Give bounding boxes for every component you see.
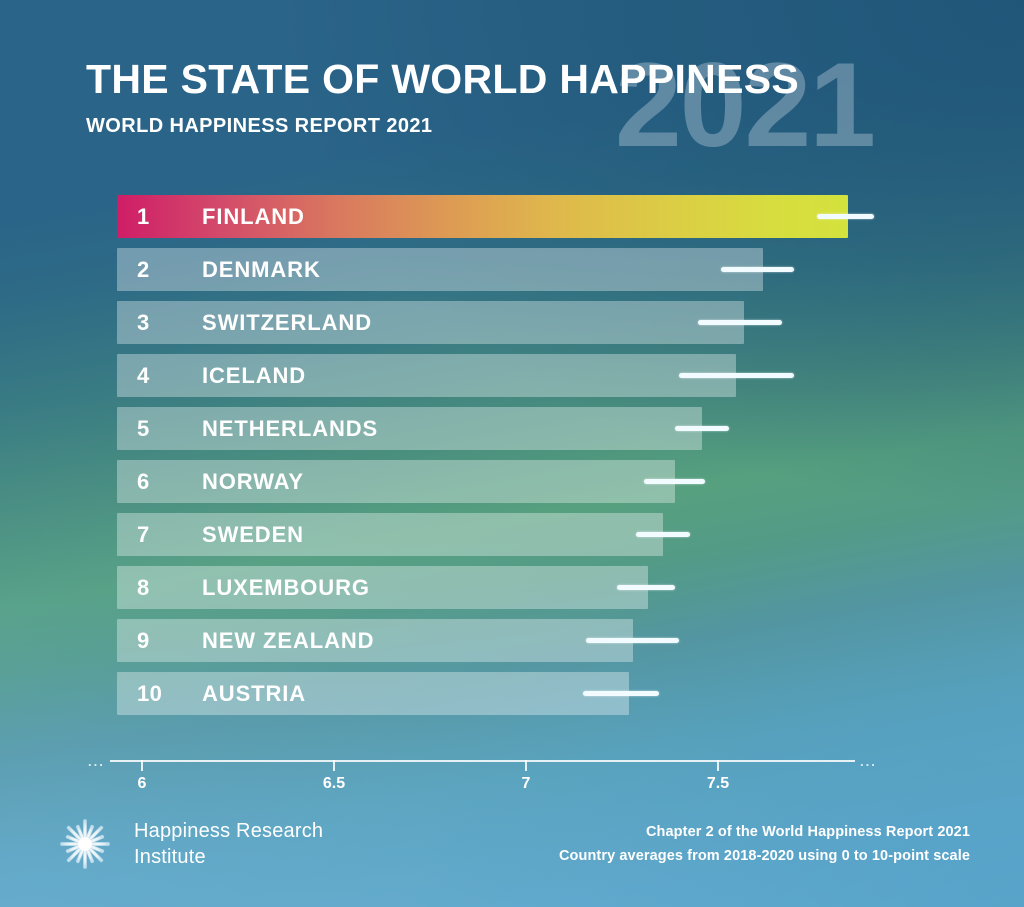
country-label: NETHERLANDS (202, 415, 379, 441)
country-bar[interactable]: 6 NORWAY (117, 460, 675, 503)
country-label: NORWAY (202, 468, 304, 494)
rank-label: 2 (137, 256, 150, 282)
country-bar[interactable]: 4 ICELAND (117, 354, 737, 397)
table-row[interactable]: 10 AUSTRIA (0, 672, 1024, 715)
x-axis: ... ... 6 6.5 7 7.5 (0, 752, 1024, 812)
footer: Happiness Research Institute Chapter 2 o… (0, 805, 1024, 895)
logo-line-1: Happiness Research (134, 820, 324, 842)
country-label: FINLAND (202, 203, 305, 229)
country-bar[interactable]: 2 DENMARK (117, 248, 764, 291)
confidence-interval-whisker (636, 532, 691, 537)
rank-label: 3 (137, 309, 150, 335)
starburst-icon (60, 819, 110, 869)
table-row[interactable]: 6 NORWAY (0, 460, 1024, 503)
country-bar[interactable]: 3 SWITZERLAND (117, 301, 744, 344)
axis-tick (525, 760, 527, 771)
country-bar[interactable]: 7 SWEDEN (117, 513, 664, 556)
credits: Chapter 2 of the World Happiness Report … (559, 821, 970, 869)
logo-line-2: Institute (134, 846, 206, 868)
rank-label: 6 (137, 468, 150, 494)
axis-tick-label: 7.5 (706, 775, 730, 792)
confidence-interval-whisker (586, 638, 679, 643)
page-title: THE STATE OF WORLD HAPPINESS (86, 56, 800, 102)
table-row[interactable]: 8 LUXEMBOURG (0, 566, 1024, 609)
axis-ellipsis-right: ... (860, 754, 877, 769)
page-subtitle: WORLD HAPPINESS REPORT 2021 (86, 115, 433, 138)
country-bar[interactable]: 1 FINLAND (117, 195, 848, 238)
axis-tick (717, 760, 719, 771)
rank-label: 10 (137, 680, 163, 706)
table-row[interactable]: 9 NEW ZEALAND (0, 619, 1024, 662)
table-row[interactable]: 2 DENMARK (0, 248, 1024, 291)
country-bar[interactable]: 8 LUXEMBOURG (117, 566, 648, 609)
axis-tick (141, 760, 143, 771)
table-row[interactable]: 3 SWITZERLAND (0, 301, 1024, 344)
rank-label: 8 (137, 574, 150, 600)
country-label: SWITZERLAND (202, 309, 372, 335)
country-label: SWEDEN (202, 521, 304, 547)
axis-tick-label: 7 (521, 775, 531, 792)
country-label: AUSTRIA (202, 680, 307, 706)
country-bar[interactable]: 5 NETHERLANDS (117, 407, 702, 450)
rank-label: 1 (137, 203, 150, 229)
country-label: NEW ZEALAND (202, 627, 375, 653)
country-label: DENMARK (202, 256, 321, 282)
axis-tick-label: 6 (137, 775, 147, 792)
year-watermark: 2021 (615, 38, 876, 172)
axis-line (110, 760, 855, 762)
country-bar[interactable]: 10 AUSTRIA (117, 672, 629, 715)
logo-text: Happiness Research Institute (134, 818, 323, 870)
country-label: LUXEMBOURG (202, 574, 370, 600)
credit-line-2: Country averages from 2018-2020 using 0 … (558, 847, 970, 864)
confidence-interval-whisker (678, 373, 794, 378)
rank-label: 4 (137, 362, 150, 388)
rank-label: 5 (137, 415, 150, 441)
axis-tick-label: 6.5 (322, 775, 346, 792)
axis-ellipsis-left: ... (88, 754, 105, 769)
table-row[interactable]: 7 SWEDEN (0, 513, 1024, 556)
rank-label: 9 (137, 627, 150, 653)
confidence-interval-whisker (644, 479, 706, 484)
rank-label: 7 (137, 521, 150, 547)
confidence-interval-whisker (674, 426, 729, 431)
table-row[interactable]: 1 FINLAND (0, 195, 1024, 238)
confidence-interval-whisker (582, 691, 660, 696)
credit-line-1: Chapter 2 of the World Happiness Report … (645, 824, 970, 840)
confidence-interval-whisker (720, 267, 794, 272)
country-label: ICELAND (202, 362, 307, 388)
confidence-interval-whisker (697, 320, 783, 325)
axis-tick (333, 760, 335, 771)
logo: Happiness Research Institute (54, 813, 323, 875)
table-row[interactable]: 4 ICELAND (0, 354, 1024, 397)
confidence-interval-whisker (816, 214, 875, 219)
country-bar[interactable]: 9 NEW ZEALAND (117, 619, 633, 662)
confidence-interval-whisker (617, 585, 675, 590)
table-row[interactable]: 5 NETHERLANDS (0, 407, 1024, 450)
header: 2021 THE STATE OF WORLD HAPPINESS WORLD … (86, 45, 946, 165)
happiness-bar-chart: 1 FINLAND 2 DENMARK 3 SWITZERLAND 4 ICELAND 5 NET… (0, 195, 1024, 735)
